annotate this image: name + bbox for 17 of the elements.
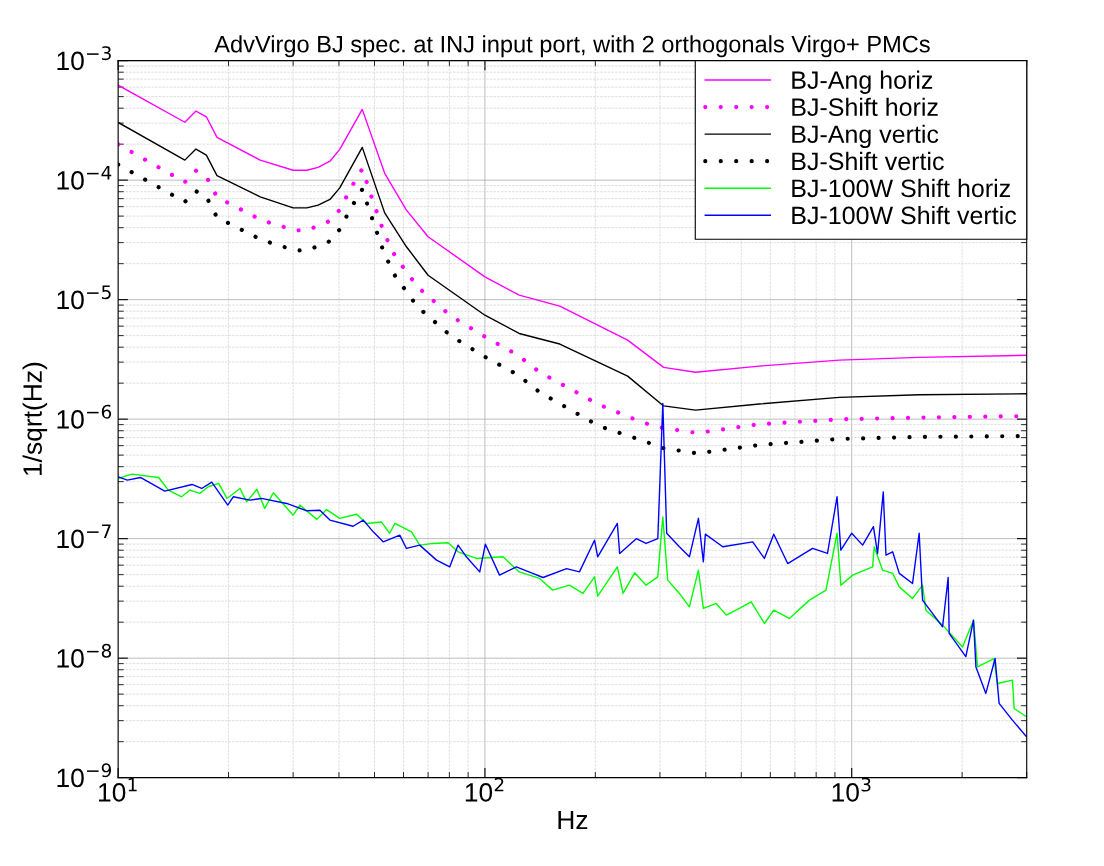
legend-label: BJ-Shift horiz — [792, 97, 938, 117]
legend-label: BJ-Ang horiz — [792, 70, 933, 94]
y-tick-label: 10$^{−7}$ — [57, 524, 111, 549]
x-tick-label: 10$^{2}$ — [465, 777, 504, 802]
y-tick-label: 10$^{−4}$ — [57, 165, 112, 190]
legend-label: BJ-Ang vertic — [792, 124, 939, 149]
legend-label: BJ-100W Shift horiz — [792, 178, 1010, 198]
chart-title: AdvVirgo BJ spec. at INJ input port, with 2 orthogonals Virgo+ PMCs — [214, 35, 930, 58]
legend-label: BJ-100W Shift vertic — [792, 205, 1017, 225]
y-tick-label: 10$^{−3}$ — [57, 46, 111, 71]
x-axis-title: Hz — [558, 810, 588, 830]
y-tick-label: 10$^{−6}$ — [57, 404, 112, 429]
legend-label: BJ-Shift vertic — [792, 151, 944, 171]
y-tick-label: 10$^{−5}$ — [57, 285, 111, 310]
x-tick-label: 10$^{3}$ — [832, 777, 871, 802]
y-tick-label: 10$^{−8}$ — [57, 643, 112, 668]
y-axis-title: 1/sqrt(Hz) — [22, 362, 48, 476]
